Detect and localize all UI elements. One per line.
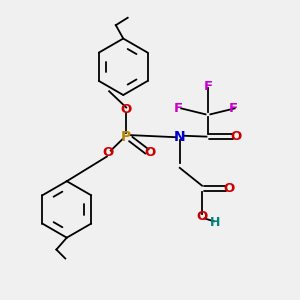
Text: O: O xyxy=(231,130,242,143)
Text: O: O xyxy=(196,210,208,224)
Text: O: O xyxy=(121,103,132,116)
Text: P: P xyxy=(121,130,131,144)
Text: F: F xyxy=(174,102,183,115)
Text: N: N xyxy=(174,130,185,144)
Text: F: F xyxy=(229,102,238,115)
Text: H: H xyxy=(210,216,220,229)
Text: O: O xyxy=(144,146,156,160)
Text: O: O xyxy=(223,182,234,195)
Text: O: O xyxy=(103,146,114,160)
Text: F: F xyxy=(203,80,212,93)
